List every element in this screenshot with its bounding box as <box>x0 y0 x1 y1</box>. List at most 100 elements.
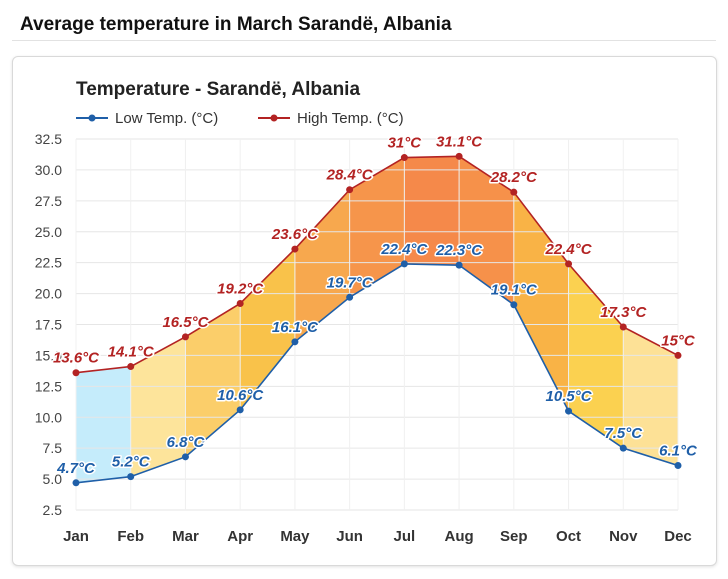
high-label-jan: 13.6°C <box>53 350 100 367</box>
low-label-may: 16.1°C <box>272 319 319 336</box>
high-label-nov: 17.3°C <box>600 304 647 321</box>
high-label-may: 23.6°C <box>271 226 319 243</box>
low-label-aug: 22.3°C <box>435 242 483 259</box>
y-tick-label: 30.0 <box>35 162 62 178</box>
band-jul <box>404 156 460 266</box>
y-tick-label: 7.5 <box>43 440 63 456</box>
heading-divider <box>12 40 716 41</box>
high-point-mar[interactable] <box>181 333 189 341</box>
low-point-apr[interactable] <box>236 406 244 414</box>
legend-high-label: High Temp. (°C) <box>297 110 404 127</box>
band-mar <box>185 303 241 457</box>
temperature-bands <box>76 156 678 483</box>
low-temp-line <box>75 263 679 484</box>
band-may <box>294 189 350 342</box>
band-jan <box>76 366 131 483</box>
low-point-nov[interactable] <box>619 444 627 452</box>
series-points <box>72 152 682 487</box>
high-point-jan[interactable] <box>72 369 80 377</box>
high-point-apr[interactable] <box>236 299 244 307</box>
legend-low-marker <box>88 114 96 122</box>
high-label-jul: 31°C <box>388 135 423 152</box>
series-lines <box>75 155 679 484</box>
high-point-jun[interactable] <box>346 186 354 194</box>
low-point-aug[interactable] <box>455 261 463 269</box>
low-point-jan[interactable] <box>72 479 80 487</box>
x-tick-label: Aug <box>445 528 474 545</box>
low-label-jul: 22.4°C <box>380 241 428 258</box>
x-tick-label: Dec <box>664 528 692 545</box>
y-tick-label: 25.0 <box>35 224 62 240</box>
low-point-feb[interactable] <box>127 473 135 481</box>
x-tick-label: May <box>280 528 310 545</box>
x-tick-label: Mar <box>172 528 199 545</box>
high-point-oct[interactable] <box>565 260 573 268</box>
x-tick-label: Feb <box>117 528 144 545</box>
legend: Low Temp. (°C) High Temp. (°C) <box>76 110 404 127</box>
legend-low-label: Low Temp. (°C) <box>115 110 218 127</box>
high-point-aug[interactable] <box>455 152 463 160</box>
low-point-mar[interactable] <box>181 453 189 461</box>
y-tick-label: 5.0 <box>43 471 63 487</box>
y-tick-label: 12.5 <box>35 378 62 394</box>
y-tick-label: 20.0 <box>35 286 62 302</box>
x-tick-label: Sep <box>500 528 528 545</box>
page-heading: Average temperature in March Sarandë, Al… <box>20 14 452 35</box>
low-label-mar: 6.8°C <box>167 434 206 451</box>
x-tick-label: Jul <box>394 528 416 545</box>
high-point-nov[interactable] <box>619 323 627 331</box>
y-tick-label: 2.5 <box>43 502 63 518</box>
legend-item-low[interactable]: Low Temp. (°C) <box>76 110 218 127</box>
low-point-may[interactable] <box>291 338 299 346</box>
low-label-jun: 19.7°C <box>327 274 374 291</box>
x-axis-ticks: Jan Feb Mar Apr May Jun Jul Aug Sep Oct Nov Dec <box>63 528 692 545</box>
high-point-jul[interactable] <box>400 154 408 162</box>
high-label-jun: 28.4°C <box>326 167 374 184</box>
high-point-feb[interactable] <box>127 363 135 371</box>
x-tick-label: Jun <box>336 528 363 545</box>
y-tick-label: 32.5 <box>35 131 62 147</box>
legend-item-high[interactable]: High Temp. (°C) <box>258 110 404 127</box>
y-tick-label: 15.0 <box>35 347 62 363</box>
low-label-feb: 5.2°C <box>112 454 151 471</box>
high-label-apr: 19.2°C <box>217 280 264 297</box>
band-feb <box>130 336 186 477</box>
y-tick-label: 10.0 <box>35 409 62 425</box>
low-label-dec: 6.1°C <box>659 442 698 459</box>
high-label-feb: 14.1°C <box>108 344 155 361</box>
high-point-may[interactable] <box>291 245 299 253</box>
data-labels: 4.7°C 5.2°C 6.8°C 10.6°C 16.1°C 19.7°C 22.4°C 2… <box>51 132 699 478</box>
chart-title: Temperature - Sarandë, Albania <box>76 79 360 100</box>
low-point-sep[interactable] <box>510 301 518 309</box>
high-point-dec[interactable] <box>674 351 682 359</box>
band-apr <box>240 249 295 410</box>
high-temp-line <box>75 155 679 374</box>
low-point-dec[interactable] <box>674 461 682 469</box>
band-oct <box>568 263 624 449</box>
low-label-sep: 19.1°C <box>491 282 538 299</box>
low-point-jul[interactable] <box>400 260 408 268</box>
legend-high-marker <box>270 114 278 122</box>
low-label-apr: 10.6°C <box>217 387 264 404</box>
band-aug <box>459 156 514 305</box>
x-tick-label: Apr <box>227 528 253 545</box>
band-nov <box>623 326 678 466</box>
x-tick-label: Oct <box>556 528 581 545</box>
high-label-oct: 22.4°C <box>545 241 593 258</box>
low-label-jan: 4.7°C <box>56 460 96 477</box>
low-point-jun[interactable] <box>346 293 354 301</box>
high-label-dec: 15°C <box>661 332 696 349</box>
high-point-sep[interactable] <box>510 188 518 196</box>
low-point-oct[interactable] <box>565 407 573 415</box>
low-label-oct: 10.5°C <box>546 388 593 405</box>
y-tick-label: 22.5 <box>35 255 62 271</box>
y-tick-label: 17.5 <box>35 317 62 333</box>
x-tick-label: Nov <box>609 528 638 545</box>
high-label-aug: 31.1°C <box>436 133 483 150</box>
y-tick-label: 27.5 <box>35 193 62 209</box>
y-axis-ticks: 2.5 5.0 7.5 10.0 12.5 15.0 17.5 20.0 22.5 25.0 27.… <box>35 131 62 518</box>
band-sep <box>513 192 569 412</box>
high-label-sep: 28.2°C <box>490 169 538 186</box>
x-tick-label: Jan <box>63 528 89 545</box>
